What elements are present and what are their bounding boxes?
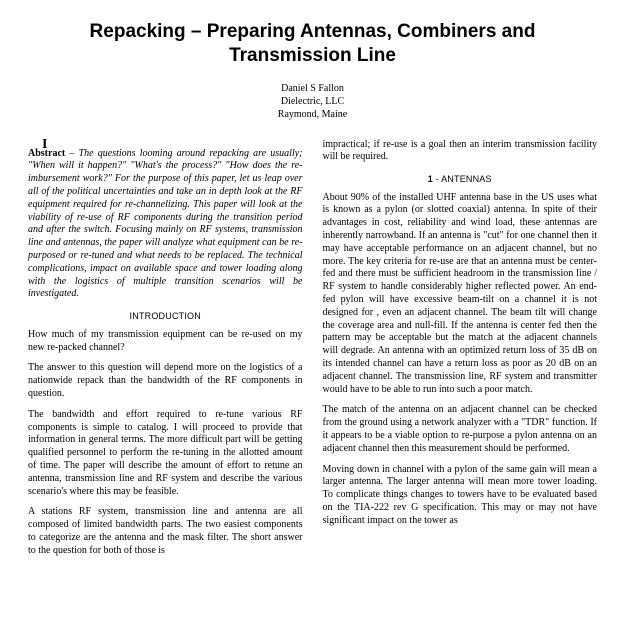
left-column: I Abstract – The questions looming aroun… bbox=[28, 139, 303, 566]
abstract-label: Abstract bbox=[28, 148, 65, 159]
heading-antennas: 1 - ANTENNAS bbox=[323, 174, 598, 186]
intro-p2: The answer to this question will depend … bbox=[28, 362, 303, 400]
abstract-dash: – bbox=[65, 148, 78, 159]
antennas-p2: The match of the antenna on an adjacent … bbox=[323, 404, 598, 455]
title-line-1: Repacking – Preparing Antennas, Combiner… bbox=[90, 21, 536, 42]
title-line-2: Transmission Line bbox=[229, 45, 396, 66]
intro-p4: A stations RF system, transmission line … bbox=[28, 506, 303, 557]
intro-p1: How much of my transmission equipment ca… bbox=[28, 329, 303, 355]
antennas-p1: About 90% of the installed UHF antenna b… bbox=[323, 192, 598, 397]
right-column: impractical; if re-use is a goal then an… bbox=[323, 139, 598, 566]
two-column-layout: I Abstract – The questions looming aroun… bbox=[28, 139, 597, 566]
author-org: Dielectric, LLC bbox=[28, 95, 597, 108]
heading-antennas-text: - ANTENNAS bbox=[433, 174, 492, 184]
right-p0: impractical; if re-use is a goal then an… bbox=[323, 139, 598, 165]
author-loc: Raymond, Maine bbox=[28, 108, 597, 121]
author-name: Daniel S Fallon bbox=[28, 82, 597, 95]
abstract-paragraph: Abstract – The questions looming around … bbox=[28, 148, 303, 302]
author-block: Daniel S Fallon Dielectric, LLC Raymond,… bbox=[28, 82, 597, 121]
heading-introduction: INTRODUCTION bbox=[28, 311, 303, 323]
intro-p3: The bandwidth and effort required to re-… bbox=[28, 409, 303, 499]
page-title: Repacking – Preparing Antennas, Combiner… bbox=[28, 20, 597, 68]
antennas-p3: Moving down in channel with a pylon of t… bbox=[323, 464, 598, 528]
abstract-body: The questions looming around repacking a… bbox=[28, 148, 303, 300]
